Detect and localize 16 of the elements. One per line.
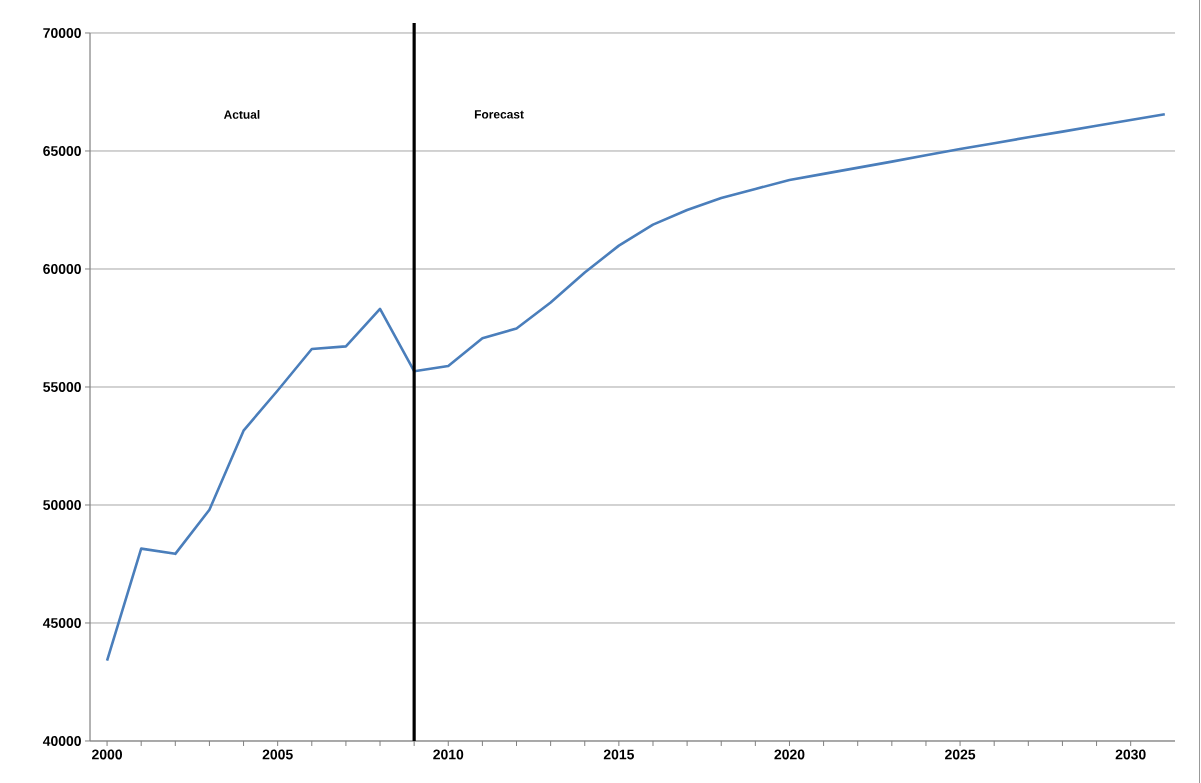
- annotation: Forecast: [474, 110, 524, 119]
- annotation: Actual: [223, 110, 260, 119]
- y-tick-label: 65000: [43, 146, 81, 156]
- x-tick-label: 2030: [1115, 749, 1146, 760]
- x-tick-label: 2025: [945, 749, 976, 760]
- x-tick-label: 2000: [92, 749, 123, 760]
- y-tick-label: 45000: [42, 618, 81, 628]
- y-tick-label: 55000: [43, 382, 81, 392]
- y-tick-label: 70000: [43, 28, 81, 38]
- y-tick-label: 60000: [43, 264, 81, 274]
- y-tick-label: 50000: [43, 500, 81, 510]
- x-tick-label: 2015: [603, 749, 634, 760]
- x-tick-label: 2005: [262, 749, 293, 760]
- x-tick-label: 2020: [774, 749, 805, 760]
- x-tick-label: 2010: [433, 749, 464, 760]
- y-tick-label: 40000: [42, 736, 81, 746]
